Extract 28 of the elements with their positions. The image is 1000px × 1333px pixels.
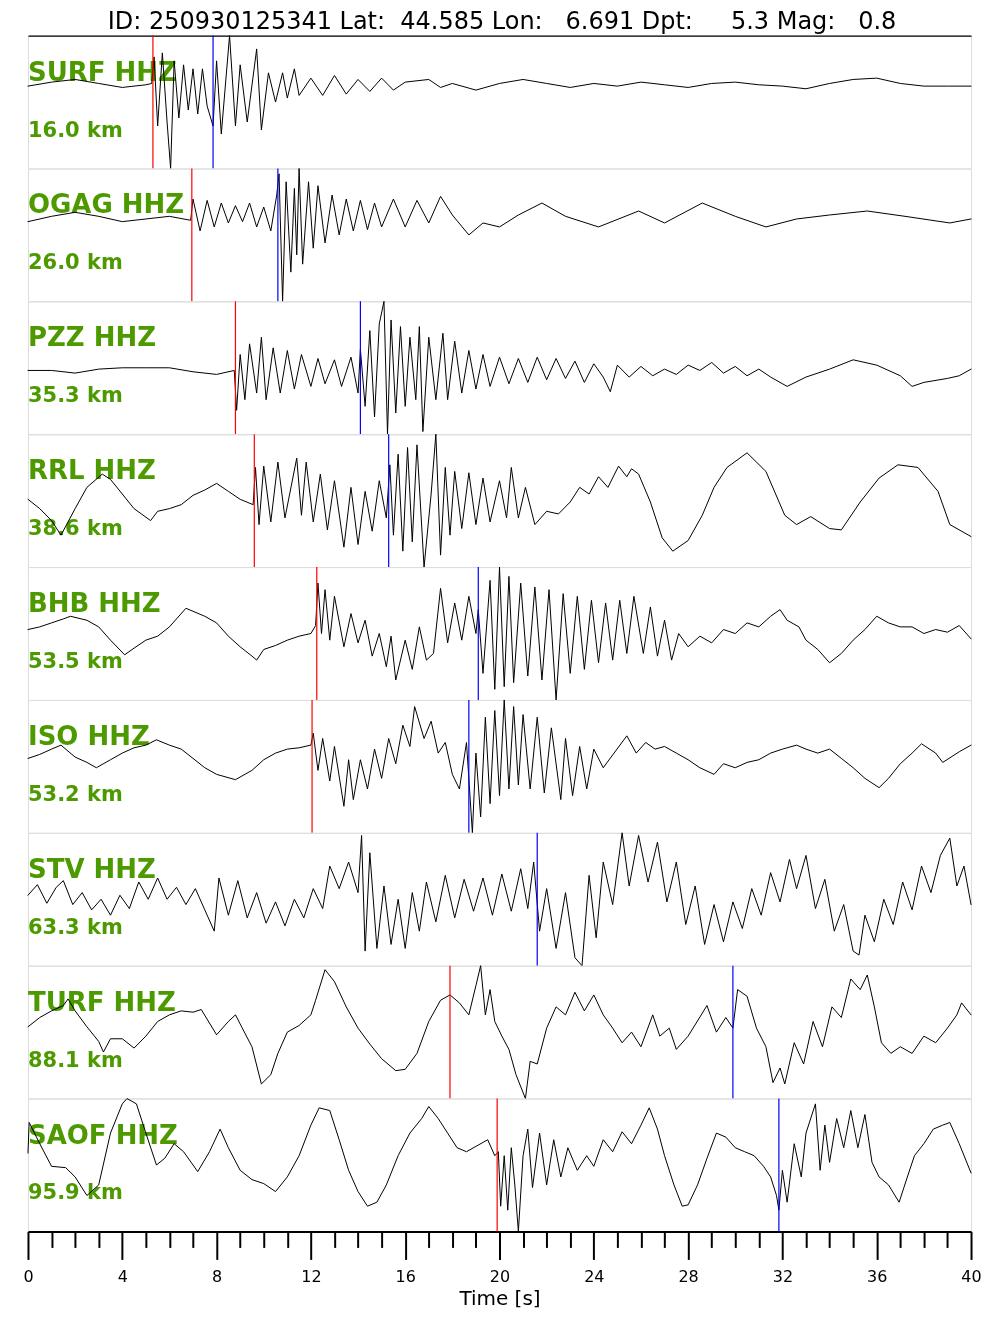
- x-tick-label: 40: [961, 1266, 982, 1286]
- annotation: BHB HHZ: [27, 588, 161, 619]
- annotation: STV HHZ: [27, 853, 156, 884]
- annotation: 88.1 km: [27, 1047, 123, 1072]
- x-tick-label: 4: [117, 1266, 128, 1286]
- annotation: PZZ HHZ: [27, 322, 156, 353]
- x-axis-title: Time [s]: [458, 1285, 541, 1310]
- annotation: 53.2 km: [27, 781, 123, 806]
- annotation: 26.0 km: [27, 250, 123, 275]
- annotation: 35.3 km: [27, 383, 123, 408]
- x-tick-label: 28: [678, 1266, 699, 1286]
- x-tick-label: 0: [23, 1266, 34, 1286]
- x-tick-label: 16: [395, 1266, 416, 1286]
- x-tick-label: 8: [212, 1266, 223, 1286]
- x-tick-label: 20: [489, 1266, 511, 1286]
- chart-title: ID: 250930125341 Lat: 44.585 Lon: 6.691 Dpt: 5.3 Mag: 0.8: [107, 6, 897, 35]
- annotation: 16.0 km: [27, 117, 123, 142]
- annotation: 95.9 km: [27, 1180, 123, 1205]
- annotation: RRL HHZ: [27, 455, 156, 486]
- annotation: 53.5 km: [27, 648, 123, 673]
- x-tick-label: 32: [772, 1266, 794, 1286]
- annotation: ISO HHZ: [27, 720, 150, 751]
- annotation: TURF HHZ: [27, 986, 176, 1017]
- x-tick-label: 12: [301, 1266, 322, 1286]
- annotation: OGAG HHZ: [27, 189, 185, 220]
- annotation: 63.3 km: [27, 914, 123, 939]
- x-tick-label: 36: [867, 1266, 888, 1286]
- x-tick-label: 24: [584, 1266, 605, 1286]
